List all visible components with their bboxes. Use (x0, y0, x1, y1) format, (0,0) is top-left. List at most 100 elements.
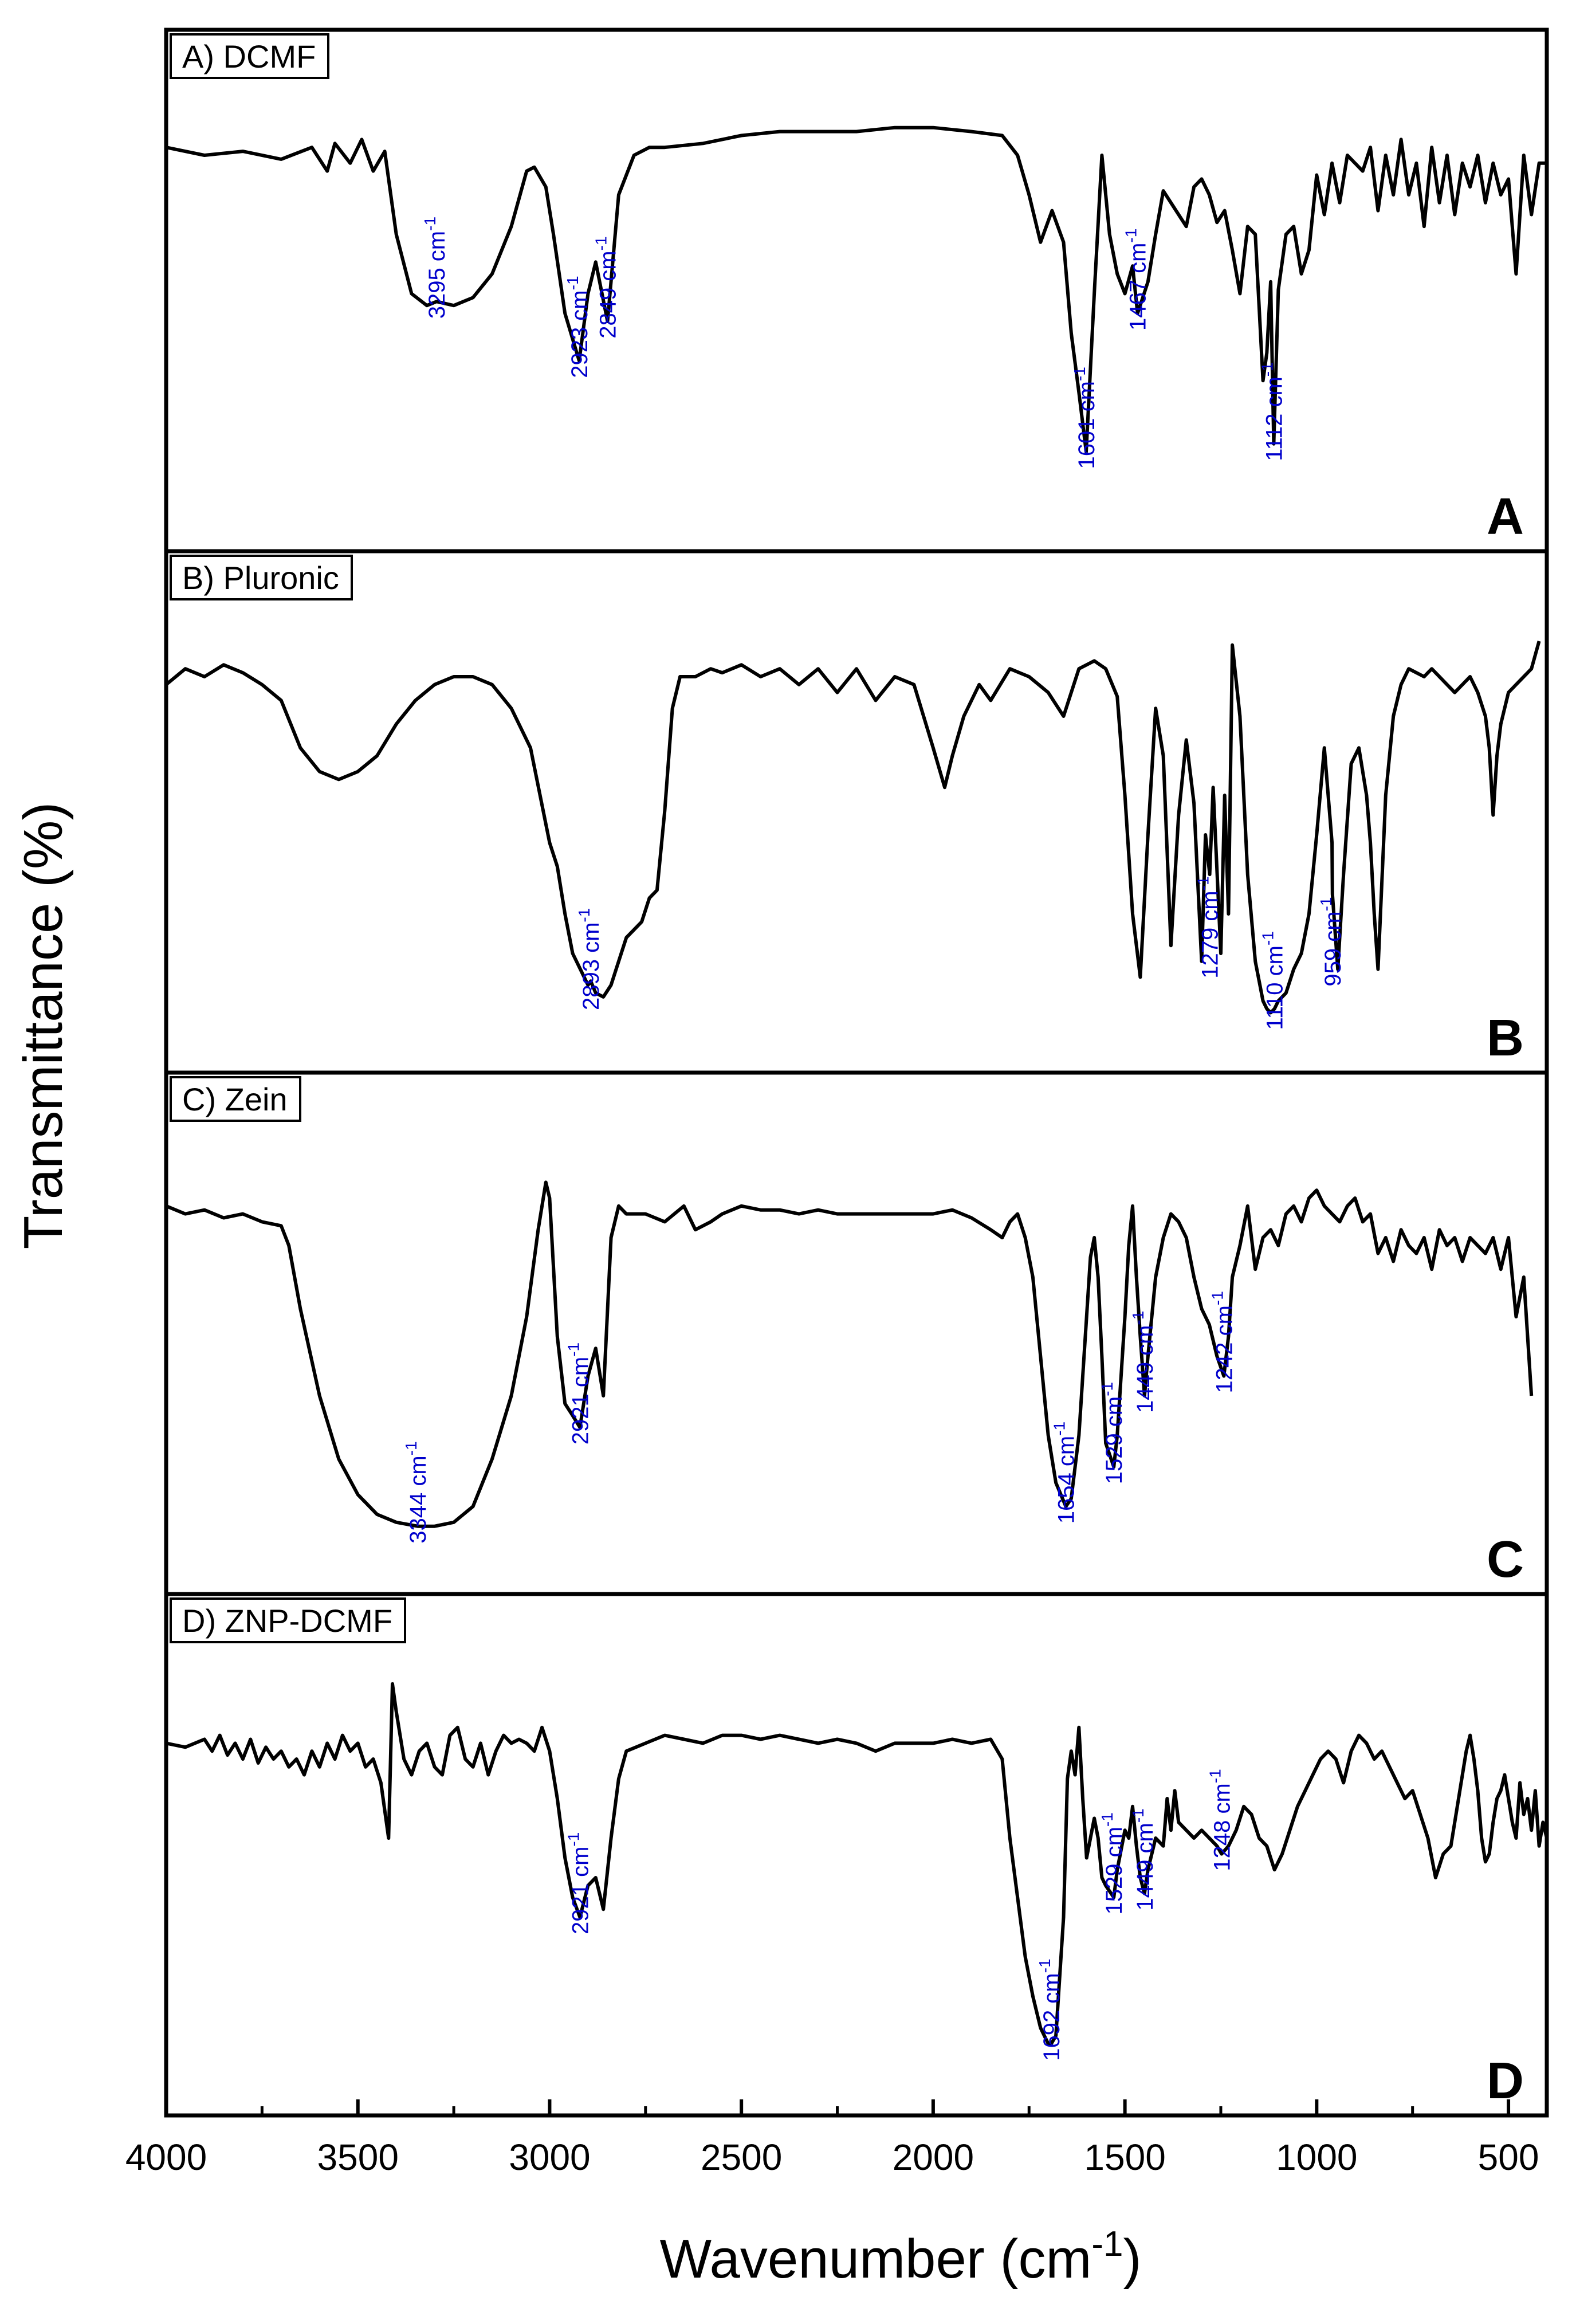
peak-annotation-sup: -1 (421, 217, 439, 231)
x-axis: 4000 3500 3000 2500 2000 1500 1000 500 (125, 2099, 1539, 2178)
peak-annotation: 959 cm-1 (1317, 897, 1346, 987)
y-axis-title: Transmittance (%) (13, 802, 74, 1250)
peak-annotation-value: 1449 cm (1133, 1823, 1158, 1910)
peak-annotation-value: 1449 cm (1133, 1325, 1158, 1413)
peak-annotation-sup: -1 (1208, 1291, 1226, 1305)
peak-annotation-sup: -1 (564, 1342, 582, 1357)
panel-d-frame (164, 1592, 1549, 2118)
peak-annotation-sup: -1 (1129, 1311, 1147, 1325)
peak-annotation-value: 959 cm (1321, 911, 1346, 986)
peak-annotation: 2893 cm-1 (575, 908, 604, 1010)
peak-annotation-value: 2893 cm (579, 922, 604, 1010)
x-tick-label: 2000 (893, 2137, 974, 2178)
peak-annotation-sup: -1 (1122, 229, 1140, 243)
peak-annotation-sup: -1 (1129, 1808, 1147, 1823)
panel-c-label: C) Zein (170, 1076, 301, 1122)
x-axis-title-sup: -1 (1091, 2224, 1123, 2264)
peak-annotation: 1529 cm-1 (1098, 1382, 1127, 1484)
peak-annotation-value: 3295 cm (425, 231, 450, 319)
panel-b-label: B) Pluronic (170, 555, 353, 600)
panel-b-frame (164, 549, 1549, 1075)
panel-b-letter: B (1487, 1010, 1524, 1067)
peak-annotation-value: 1601 cm (1074, 381, 1099, 469)
spectrum-d (166, 1682, 1549, 2046)
panel-a-label-text: A) DCMF (182, 38, 316, 74)
panel-a-label: A) DCMF (170, 33, 329, 79)
peak-annotation-value: 1279 cm (1198, 890, 1223, 978)
panel-a-frame (164, 28, 1549, 553)
peak-annotation-sup: -1 (402, 1441, 420, 1455)
peak-annotation-sup: -1 (1317, 897, 1335, 912)
peak-annotation-value: 1467 cm (1126, 243, 1151, 331)
peak-annotation-value: 1112 cm (1261, 376, 1287, 461)
peak-annotation-value: 3344 cm (406, 1455, 431, 1543)
peak-annotation: 1279 cm-1 (1194, 876, 1223, 978)
peak-annotation: 1449 cm-1 (1129, 1311, 1158, 1413)
peak-annotation-sup: -1 (564, 276, 581, 290)
panel-c-letter: C (1487, 1531, 1524, 1588)
x-tick-label: 1000 (1276, 2137, 1357, 2178)
panel-d-letter: D (1487, 2052, 1524, 2110)
peak-annotation-sup: -1 (1071, 367, 1088, 381)
spectrum-a (166, 125, 1547, 454)
peak-annotation-sup: -1 (564, 1832, 582, 1847)
x-tick-label: 3500 (317, 2137, 399, 2178)
peak-annotation-sup: -1 (1259, 931, 1277, 945)
peak-annotation-value: 1529 cm (1102, 1396, 1127, 1484)
peak-annotation-value: 2921 cm (568, 1357, 593, 1444)
peak-annotation-sup: -1 (1194, 876, 1212, 890)
panel-d-label-text: D) ZNP-DCMF (182, 1603, 392, 1639)
peak-annotation-sup: -1 (1098, 1812, 1116, 1827)
peak-annotation-sup: -1 (592, 236, 610, 250)
peak-annotation: 1692 cm-1 (1036, 1958, 1064, 2060)
peak-annotation: 2921 cm-1 (564, 1342, 593, 1444)
peak-annotation: 3295 cm-1 (421, 217, 450, 319)
peak-annotation-sup: -1 (1051, 1422, 1068, 1436)
peak-annotation-value: 1654 cm (1054, 1436, 1079, 1524)
x-tick-label: 1500 (1084, 2137, 1165, 2178)
spectrum-b (165, 641, 1541, 1015)
spectrum-c (165, 1180, 1534, 1528)
peak-annotation-value: 2921 cm (568, 1847, 593, 1934)
peak-annotation: 3344 cm-1 (402, 1441, 431, 1543)
x-axis-title-main: Wavenumber (cm (659, 2228, 1091, 2290)
peak-annotation: 1110 cm-1 (1259, 931, 1288, 1030)
panel-a-label-box (170, 33, 329, 79)
panel-c-label-box (170, 1076, 301, 1122)
peak-annotation-sup: -1 (1206, 1769, 1224, 1783)
panel-d-label-box (170, 1597, 406, 1643)
peak-annotation: 1601 cm-1 (1071, 367, 1099, 469)
x-tick-label: 500 (1478, 2137, 1539, 2178)
peak-annotation-value: 1242 cm (1212, 1305, 1237, 1393)
panel-c-frame (164, 1070, 1549, 1596)
panel-b-label-box (170, 555, 353, 600)
peak-annotation-value: 1529 cm (1102, 1827, 1127, 1914)
peak-annotation-value: 1110 cm (1263, 945, 1288, 1030)
peak-annotation: 1248 cm-1 (1206, 1769, 1235, 1871)
peak-annotation: 2921 cm-1 (564, 1832, 593, 1934)
peak-annotation: 1529 cm-1 (1098, 1812, 1127, 1914)
peak-annotation: 1449 cm-1 (1129, 1808, 1158, 1910)
peak-annotation-sup: -1 (1036, 1958, 1054, 1973)
peak-annotation-value: 2923 cm (567, 290, 592, 378)
x-tick-label: 3000 (509, 2137, 590, 2178)
peak-annotation-sup: -1 (1098, 1382, 1116, 1396)
x-axis-title-end: ) (1123, 2228, 1142, 2290)
peak-annotation-sup: -1 (1258, 362, 1276, 376)
panel-b-label-text: B) Pluronic (182, 560, 339, 596)
panel-c-label-text: C) Zein (182, 1081, 288, 1117)
x-axis-title: Wavenumber (cm-1) (659, 2224, 1141, 2290)
peak-annotation: 2849 cm-1 (592, 236, 621, 338)
x-tick-label: 2500 (701, 2137, 782, 2178)
peak-annotation-value: 1248 cm (1209, 1783, 1235, 1871)
panel-d-label: D) ZNP-DCMF (170, 1597, 406, 1643)
peak-annotation-value: 1692 cm (1039, 1973, 1064, 2060)
peak-annotation: 2923 cm-1 (564, 276, 592, 378)
peak-annotation: 1467 cm-1 (1122, 229, 1151, 331)
